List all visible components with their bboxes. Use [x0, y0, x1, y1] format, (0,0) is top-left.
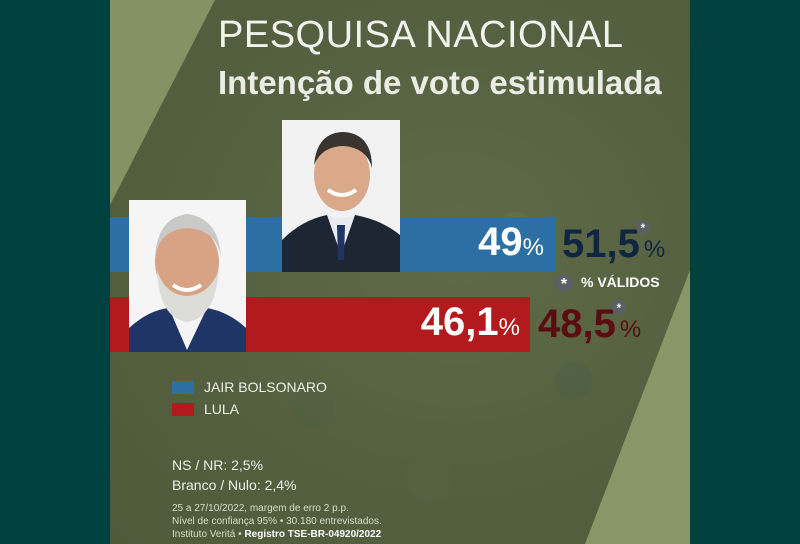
valid-votes-label: % VÁLIDOS	[581, 274, 660, 290]
valid-pct-lula: 48,5*%	[538, 300, 642, 347]
valid-votes-note: * % VÁLIDOS	[555, 274, 660, 293]
pct-bolsonaro-value: 49	[478, 220, 523, 264]
other-stats: NS / NR: 2,5% Branco / Nulo: 2,4%	[172, 455, 297, 495]
asterisk-icon: *	[555, 274, 573, 293]
legend-swatch-red	[172, 402, 194, 416]
percent-sign: %	[498, 314, 520, 341]
legend: JAIR BOLSONARO LULA	[172, 376, 327, 420]
legend-item-lula: LULA	[172, 398, 327, 420]
legend-label: LULA	[204, 401, 240, 417]
methodology-footnote: 25 a 27/10/2022, margem de erro 2 p.p. N…	[172, 502, 382, 541]
institute-name: Instituto Veritá •	[172, 529, 245, 540]
percent-sign: %	[522, 234, 544, 261]
stat-ns-nr: NS / NR: 2,5%	[172, 457, 264, 473]
asterisk-icon: *	[611, 300, 626, 315]
pct-bolsonaro: 49%	[478, 220, 544, 265]
legend-item-bolsonaro: JAIR BOLSONARO	[172, 376, 327, 398]
valid-pct-bolsonaro-value: 51,5	[562, 222, 640, 266]
decorative-triangle-bottom	[585, 270, 690, 544]
footnote-line-3: Instituto Veritá • Registro TSE-BR-04920…	[172, 528, 382, 541]
pct-lula-value: 46,1	[420, 300, 499, 344]
tse-registration: Registro TSE-BR-04920/2022	[244, 529, 382, 540]
footnote-line-1: 25 a 27/10/2022, margem de erro 2 p.p.	[172, 503, 349, 514]
valid-pct-bolsonaro: 51,5*%	[562, 220, 666, 267]
decorative-triangle-top	[110, 0, 215, 205]
pct-lula: 46,1%	[421, 300, 520, 345]
asterisk-icon: *	[635, 220, 650, 235]
percent-sign: %	[643, 236, 666, 263]
valid-pct-lula-value: 48,5	[538, 302, 616, 346]
photo-lula	[129, 200, 246, 352]
stat-branco-nulo: Branco / Nulo: 2,4%	[172, 477, 297, 493]
photo-bolsonaro	[282, 120, 400, 272]
percent-sign: %	[619, 316, 642, 343]
infographic: PESQUISA NACIONAL Intenção de voto estim…	[110, 0, 690, 544]
footnote-line-2: Nível de confiança 95% • 30.180 entrevis…	[172, 516, 382, 527]
poll-title: PESQUISA NACIONAL	[218, 14, 624, 56]
poll-subtitle: Intenção de voto estimulada	[218, 64, 662, 101]
legend-swatch-blue	[172, 380, 194, 394]
legend-label: JAIR BOLSONARO	[204, 379, 327, 395]
